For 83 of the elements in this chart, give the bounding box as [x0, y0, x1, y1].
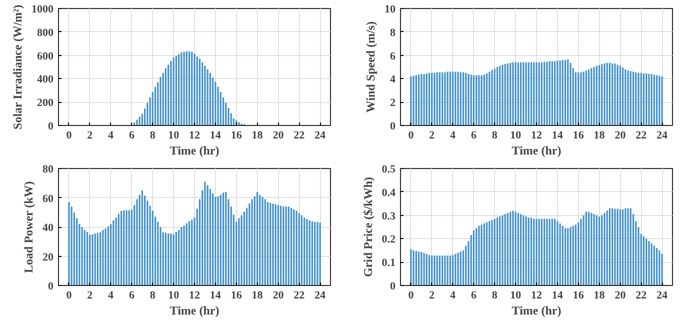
x-tick-label: 24 [314, 290, 326, 302]
x-tick-label: 14 [210, 290, 222, 302]
x-tick-label: 14 [552, 130, 564, 142]
x-tick-label: 16 [230, 290, 242, 302]
y-tick-label: 400 [37, 74, 54, 86]
y-tick-label: 0.5 [382, 164, 396, 176]
x-tick-label: 4 [108, 290, 114, 302]
x-tick-label: 8 [492, 290, 498, 302]
x-tick-label: 6 [470, 130, 477, 142]
x-tick-label: 16 [572, 130, 584, 142]
x-tick-label: 0 [408, 130, 414, 142]
x-tick-label: 4 [108, 130, 114, 142]
x-tick-label: 18 [594, 130, 606, 142]
y-axis-title: Grid Price ($/kWh) [360, 177, 375, 277]
x-tick-label: 18 [252, 290, 264, 302]
x-tick-label: 24 [656, 130, 668, 142]
x-tick-label: 18 [594, 290, 606, 302]
x-tick-label: 2 [87, 290, 94, 302]
x-tick-label: 22 [294, 130, 306, 142]
y-tick-label: 10 [384, 4, 396, 16]
y-tick-label: 0.4 [382, 186, 396, 199]
y-tick-label: 0 [48, 280, 54, 292]
x-tick-label: 22 [636, 290, 648, 302]
y-axis-title: Wind Speed (m/s) [364, 21, 378, 113]
x-tick-label: 10 [510, 290, 522, 302]
y-tick-label: 4 [390, 74, 396, 86]
y-tick-label: 200 [37, 97, 54, 110]
x-axis-title: Time (hr) [512, 144, 562, 158]
x-tick-label: 20 [614, 130, 626, 142]
x-tick-label: 22 [636, 130, 648, 142]
y-tick-label: 20 [42, 251, 54, 264]
x-tick-label: 14 [210, 130, 222, 142]
x-tick-label: 4 [450, 130, 456, 142]
x-tick-label: 6 [128, 290, 135, 302]
x-tick-label: 12 [189, 130, 200, 142]
y-tick-label: 800 [37, 26, 54, 39]
y-tick-label: 60 [42, 192, 54, 205]
x-tick-label: 18 [252, 130, 264, 142]
y-tick-label: 2 [390, 97, 396, 110]
x-tick-label: 22 [294, 290, 306, 302]
y-tick-label: 80 [42, 164, 54, 176]
x-tick-label: 0 [66, 290, 72, 302]
y-tick-label: 0 [390, 120, 396, 132]
x-tick-label: 10 [168, 290, 180, 302]
x-tick-label: 12 [531, 130, 542, 142]
x-axis-title: Time (hr) [512, 304, 562, 318]
x-tick-label: 0 [66, 130, 72, 142]
y-tick-label: 8 [390, 26, 396, 39]
x-tick-label: 16 [572, 290, 584, 302]
y-axis-title: Load Power (kW) [22, 181, 36, 273]
y-tick-label: 0.1 [382, 257, 396, 270]
x-tick-label: 8 [150, 130, 156, 142]
x-tick-label: 2 [429, 290, 436, 302]
x-tick-label: 20 [272, 130, 284, 142]
y-tick-label: 0 [48, 120, 54, 132]
x-tick-label: 10 [168, 130, 180, 142]
x-tick-label: 12 [189, 290, 200, 302]
x-tick-label: 24 [656, 290, 668, 302]
x-tick-label: 12 [531, 290, 542, 302]
x-tick-label: 2 [87, 130, 94, 142]
x-tick-label: 24 [314, 130, 326, 142]
y-tick-label: 600 [37, 50, 54, 62]
x-tick-label: 8 [150, 290, 156, 302]
y-tick-label: 40 [42, 222, 54, 234]
x-tick-label: 0 [408, 290, 414, 302]
y-tick-label: 0.3 [382, 210, 396, 222]
y-tick-label: 0.2 [382, 234, 396, 246]
y-tick-label: 0 [390, 280, 396, 292]
x-tick-label: 20 [614, 290, 626, 302]
x-tick-label: 4 [450, 290, 456, 302]
x-tick-label: 20 [272, 290, 284, 302]
x-tick-label: 2 [429, 130, 436, 142]
x-tick-label: 8 [492, 130, 498, 142]
x-axis-title: Time (hr) [170, 144, 220, 158]
x-tick-label: 6 [128, 130, 135, 142]
y-axis-title: Solar Irradiance (W/m²) [10, 4, 24, 130]
y-tick-label: 6 [390, 50, 396, 62]
x-tick-label: 14 [552, 290, 564, 302]
x-tick-label: 16 [230, 130, 242, 142]
x-tick-label: 10 [510, 130, 522, 142]
y-tick-label: 1000 [32, 4, 54, 16]
x-tick-label: 6 [470, 290, 477, 302]
x-axis-title: Time (hr) [170, 304, 220, 318]
